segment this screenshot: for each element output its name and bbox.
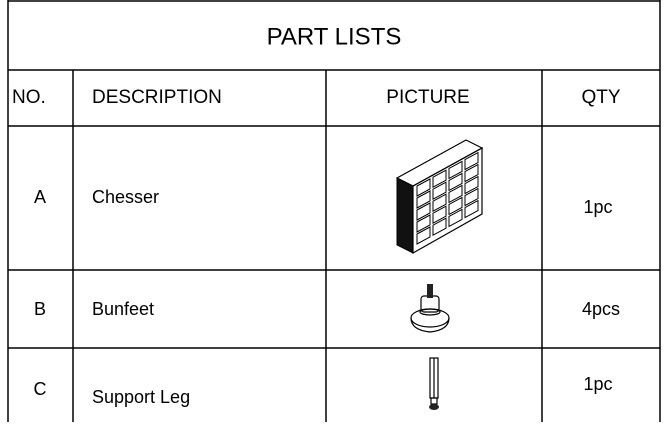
drawer	[448, 160, 463, 180]
drawer	[416, 202, 431, 221]
drawer	[416, 190, 431, 209]
drawer	[416, 226, 431, 245]
column-header: NO.	[12, 87, 46, 108]
drawer	[448, 172, 463, 192]
drawer	[448, 208, 463, 228]
column-header: DESCRIPTION	[92, 87, 222, 108]
row-number: B	[34, 299, 46, 319]
drawer	[432, 169, 447, 189]
description: Bunfeet	[92, 299, 154, 319]
drawer	[448, 196, 463, 216]
row-number: C	[34, 379, 47, 399]
description: Chesser	[92, 187, 159, 207]
row-number: A	[34, 187, 46, 207]
drawer	[432, 181, 447, 201]
drawer	[464, 151, 479, 171]
bunfeet-picture	[410, 284, 450, 333]
chest-picture	[395, 139, 484, 255]
drawer	[448, 184, 463, 204]
column-header: QTY	[581, 87, 620, 108]
quantity: 4pcs	[582, 299, 620, 319]
quantity: 1pc	[583, 374, 612, 394]
drawer	[432, 193, 447, 213]
description: Support Leg	[92, 387, 190, 407]
drawer	[432, 217, 447, 237]
drawer	[416, 178, 431, 197]
drawer	[416, 214, 431, 233]
support-leg-picture	[429, 357, 439, 410]
drawer	[432, 205, 447, 225]
drawer	[464, 175, 479, 195]
drawer	[464, 163, 479, 183]
quantity: 1pc	[583, 197, 612, 217]
drawer	[464, 199, 479, 219]
table-rules	[7, 0, 661, 422]
drawer	[464, 187, 479, 207]
column-header: PICTURE	[386, 87, 469, 108]
title: PART LISTS	[267, 23, 402, 50]
